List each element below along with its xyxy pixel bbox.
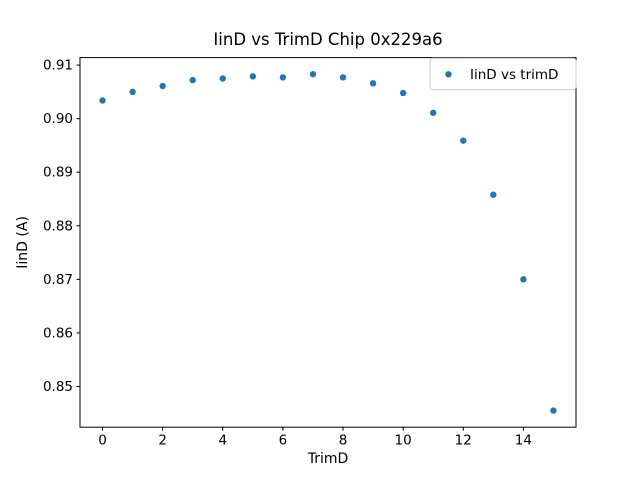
x-ticks: 0 2 4 6 8 10 12 14 (98, 427, 532, 449)
data-point (159, 82, 166, 90)
legend-label: IinD vs trimD (470, 67, 558, 83)
data-points (99, 71, 557, 414)
y-tick-label: 0.91 (43, 58, 73, 74)
y-tick-label: 0.86 (43, 325, 73, 341)
x-tick-label: 12 (455, 433, 472, 449)
data-point (129, 88, 136, 96)
y-tick-label: 0.85 (43, 379, 73, 395)
data-point (99, 97, 106, 104)
data-point (189, 76, 196, 84)
data-point (249, 73, 257, 80)
legend: IinD vs trimD (429, 57, 577, 91)
x-tick-label: 4 (218, 433, 227, 449)
data-point (520, 276, 527, 283)
y-ticks: 0.85 0.86 0.87 0.88 0.89 0.90 0.91 (43, 58, 80, 395)
data-point (490, 191, 497, 198)
x-tick-label: 2 (158, 433, 167, 449)
y-axis-label: IinD (A) (15, 216, 31, 269)
y-tick-label: 0.90 (43, 111, 73, 127)
data-point (369, 80, 377, 87)
legend-box (429, 57, 577, 91)
data-point (219, 75, 226, 82)
data-point (399, 89, 407, 97)
x-axis-label: TrimD (307, 451, 349, 467)
data-point (550, 407, 557, 414)
data-point (430, 109, 437, 116)
data-point (309, 71, 317, 78)
x-tick-label: 14 (515, 433, 532, 449)
x-tick-label: 8 (339, 433, 348, 449)
chart-title: IinD vs TrimD Chip 0x229a6 (213, 30, 442, 49)
plot-border (79, 57, 577, 428)
y-tick-label: 0.89 (43, 165, 73, 181)
x-tick-label: 10 (395, 433, 412, 449)
data-point (460, 137, 467, 144)
y-tick-label: 0.87 (43, 272, 73, 288)
y-tick-label: 0.88 (43, 218, 73, 234)
legend-marker-icon (445, 71, 452, 78)
x-tick-label: 0 (98, 433, 107, 449)
x-tick-label: 6 (279, 433, 288, 449)
data-point (279, 74, 287, 81)
data-point (339, 74, 347, 81)
